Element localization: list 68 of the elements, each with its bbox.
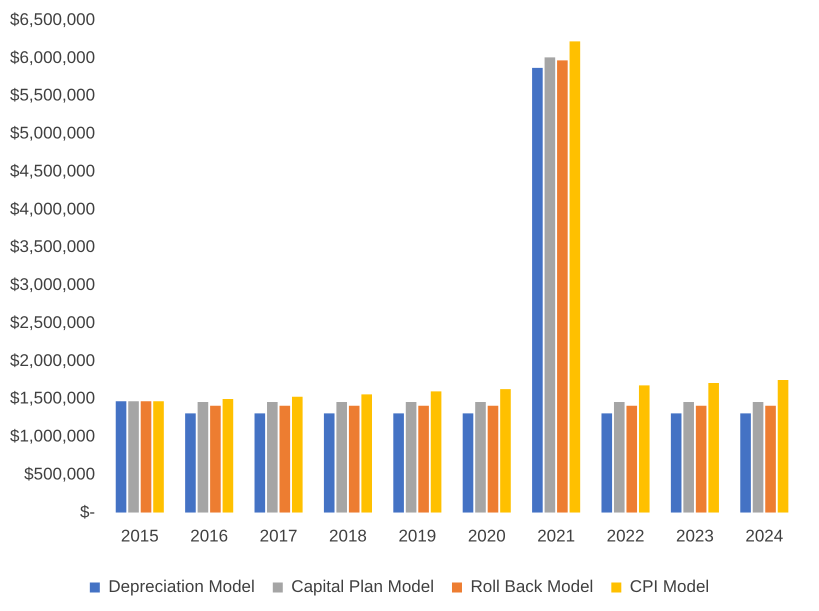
bar <box>267 402 278 513</box>
x-tick-label: 2015 <box>120 526 159 546</box>
bar <box>222 398 234 513</box>
legend-label: Roll Back Model <box>470 577 594 596</box>
bar <box>140 401 152 513</box>
bar <box>778 380 788 513</box>
bar <box>185 413 196 513</box>
y-tick-label: $2,500,000 <box>10 312 96 332</box>
bar <box>348 406 360 513</box>
x-tick-label: 2020 <box>468 526 506 546</box>
y-tick-label: $4,500,000 <box>10 161 96 180</box>
y-tick-label: $3,500,000 <box>10 237 96 256</box>
x-tick-label: 2016 <box>190 526 228 546</box>
bar <box>361 394 372 513</box>
bar <box>198 402 208 513</box>
bar <box>280 406 290 513</box>
y-tick-label: $5,000,000 <box>10 124 96 143</box>
x-tick-label: 2017 <box>260 526 298 546</box>
bar <box>475 402 486 513</box>
bar <box>488 406 498 513</box>
bar <box>406 402 416 513</box>
bar <box>740 413 751 513</box>
y-tick-label: $6,500,000 <box>10 10 96 29</box>
bar <box>254 413 266 513</box>
y-tick-label: $6,000,000 <box>10 48 96 67</box>
bar <box>116 401 126 513</box>
legend-label: Depreciation Model <box>108 577 255 596</box>
bar <box>418 406 429 513</box>
y-tick-label: $500,000 <box>24 464 96 484</box>
bar <box>462 413 474 513</box>
bar <box>638 385 650 513</box>
x-tick-label: 2021 <box>537 526 576 546</box>
y-tick-label: $4,000,000 <box>10 199 96 218</box>
bar <box>670 413 682 513</box>
bar <box>696 406 706 513</box>
legend-label: Capital Plan Model <box>291 577 434 596</box>
bar <box>532 68 543 513</box>
bar <box>292 396 303 513</box>
bar <box>570 41 580 513</box>
bar <box>393 413 404 513</box>
bar <box>128 401 139 513</box>
x-tick-label: 2018 <box>329 526 367 546</box>
bar <box>210 406 221 513</box>
bar <box>601 413 612 513</box>
bar <box>708 383 719 513</box>
bar <box>430 391 442 513</box>
bar <box>614 402 625 513</box>
x-tick-label: 2019 <box>398 526 436 546</box>
bar <box>544 57 556 513</box>
bar <box>557 60 568 513</box>
x-tick-label: 2024 <box>745 526 784 546</box>
bar <box>626 406 638 513</box>
y-tick-label: $5,500,000 <box>10 86 96 105</box>
legend-label: CPI Model <box>630 577 710 596</box>
y-tick-label: $- <box>80 502 96 522</box>
bar <box>752 402 764 513</box>
y-tick-label: $1,500,000 <box>10 388 96 408</box>
x-tick-label: 2022 <box>606 526 644 546</box>
y-tick-label: $2,000,000 <box>10 350 96 370</box>
bar <box>765 406 776 513</box>
bar <box>500 389 511 513</box>
x-tick-label: 2023 <box>676 526 714 546</box>
bar <box>153 401 164 513</box>
y-tick-label: $3,000,000 <box>10 275 96 294</box>
bar <box>324 413 335 513</box>
y-tick-label: $1,000,000 <box>10 426 96 446</box>
bar <box>683 402 694 513</box>
bar <box>336 402 348 513</box>
